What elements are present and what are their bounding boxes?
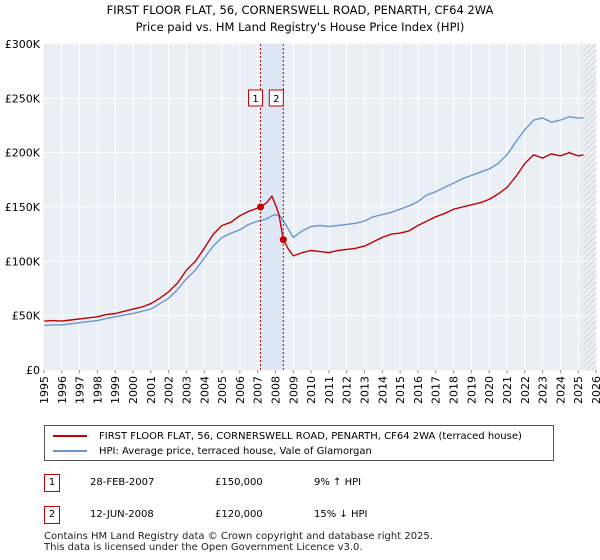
sale-point [257,203,265,211]
x-tick-label: 2009 [287,376,300,404]
footer: Contains HM Land Registry data © Crown c… [44,531,433,553]
x-tick-label: 2013 [359,376,372,404]
x-tick-label: 2005 [216,376,229,404]
sale-event-number: 2 [44,506,60,524]
series-line-property [43,151,584,322]
chart-title: FIRST FLOOR FLAT, 56, CORNERSWELL ROAD, … [107,3,494,17]
x-tick-label: 2002 [163,376,176,404]
y-tick-label: £300K [5,38,41,51]
legend-label-hpi: HPI: Average price, terraced house, Vale… [99,445,372,457]
x-tick-label: 1996 [56,376,69,404]
x-tick-label: 2014 [376,376,389,404]
sale-event-price: £120,000 [215,509,263,520]
x-tick-label: 2017 [430,376,443,404]
y-tick-label: £100K [5,255,41,268]
y-tick-label: £150K [5,201,41,214]
sale-event-date: 12-JUN-2008 [90,509,154,520]
legend-swatch-property [53,435,87,437]
x-tick-label: 2015 [394,376,407,404]
x-tick-label: 1995 [38,376,51,404]
price-chart: FIRST FLOOR FLAT, 56, CORNERSWELL ROAD, … [5,3,600,404]
sale-marker-label: 2 [273,94,279,105]
footer-line-2: This data is licensed under the Open Gov… [44,542,363,553]
sale-marker-box [248,89,264,107]
sale-event-hpi: 15% ↓ HPI [314,509,368,520]
x-tick-label: 2003 [180,376,193,404]
footer-line-1: Contains HM Land Registry data © Crown c… [44,531,433,542]
x-tick-label: 2008 [269,376,282,404]
y-axis-ticks: £0 £50K £100K £150K £200K £250K £300K [5,38,41,377]
y-tick-label: £50K [12,310,41,323]
legend-label-property: FIRST FLOOR FLAT, 56, CORNERSWELL ROAD, … [99,430,522,442]
hatched-future-region [583,44,596,370]
x-tick-label: 1998 [91,376,104,404]
x-tick-label: 2025 [572,376,585,404]
x-tick-label: 2011 [323,376,336,404]
x-tick-label: 2001 [145,376,158,404]
y-tick-label: £0 [26,364,40,377]
x-tick-label: 2022 [519,376,532,404]
y-tick-label: £200K [5,147,41,160]
sale-point [279,236,287,244]
x-tick-label: 2010 [305,376,318,404]
x-tick-label: 2016 [412,376,425,404]
x-tick-label: 2012 [341,376,354,404]
legend-item-hpi: HPI: Average price, terraced house, Vale… [53,444,372,458]
sale-event-date: 28-FEB-2007 [90,477,155,488]
x-tick-label: 1999 [109,376,122,404]
x-tick-label: 2020 [483,376,496,404]
sale-event-row: 2 12-JUN-2008 £120,000 15% ↓ HPI [44,506,564,524]
x-tick-label: 2018 [448,376,461,404]
x-axis-ticks: 1995 1996 1997 1998 1999 2000 2001 2002 2003 2004… [38,370,600,404]
sale-marker-label: 1 [252,94,258,105]
x-tick-label: 2024 [554,376,567,404]
legend-swatch-hpi [53,450,87,452]
x-tick-label: 2026 [590,376,600,404]
sale-event-number: 1 [44,474,60,492]
x-tick-label: 1997 [74,376,87,404]
sale-span-shading [260,44,284,370]
x-tick-label: 2021 [501,376,514,404]
sale-event-hpi: 9% ↑ HPI [314,477,362,488]
plot-frame [43,43,597,371]
x-tick-label: 2019 [465,376,478,404]
legend-item-property: FIRST FLOOR FLAT, 56, CORNERSWELL ROAD, … [53,429,522,443]
series-lines [43,116,584,327]
legend: FIRST FLOOR FLAT, 56, CORNERSWELL ROAD, … [44,425,554,461]
x-tick-label: 2004 [198,376,211,404]
chart-subtitle: Price paid vs. HM Land Registry's House … [136,20,465,34]
sale-event-row: 1 28-FEB-2007 £150,000 9% ↑ HPI [44,474,564,492]
sale-event-price: £150,000 [215,477,263,488]
x-tick-label: 2006 [234,376,247,404]
series-line-hpi [43,116,584,327]
y-tick-label: £250K [5,92,41,105]
x-tick-label: 2000 [127,376,140,404]
x-tick-label: 2007 [252,376,265,404]
sale-marker-box [268,89,284,107]
x-tick-label: 2023 [537,376,550,404]
shaded-spans [260,44,596,370]
grid [43,43,597,371]
